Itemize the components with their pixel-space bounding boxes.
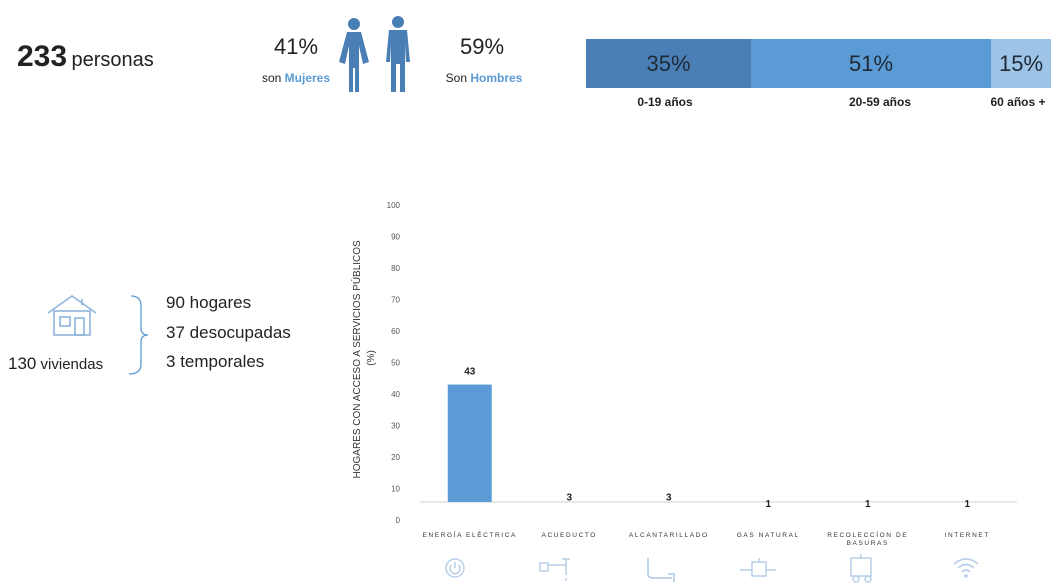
male-caption: Son Hombres [445,71,523,85]
female-percent: 41% [273,34,319,59]
age-bar-20-59: 51% [751,39,991,88]
temporales-line: 3 temporales [166,352,265,371]
age-label-0-19: 0-19 años [637,95,693,109]
power-icon [445,558,465,578]
x-category-label: ACUEDUCTO [541,532,597,539]
bar-data-label: 1 [765,499,771,510]
female-figure-icon [339,18,369,92]
age-bar-60-plus: 15% [991,39,1051,88]
bar-data-label: 3 [666,493,672,504]
x-category-label: RECOLECCÍON DE BASURAS [827,532,909,547]
y-tick-label: 0 [396,516,401,525]
male-figure-icon [386,16,410,92]
desocupadas-line: 37 desocupadas [166,323,291,342]
x-category-label: GAS NATURAL [736,532,800,539]
age-label-60-plus: 60 años + [990,95,1046,109]
garbage-truck-icon [850,554,872,583]
bar [447,384,492,502]
population-total: 233 personas [17,40,154,74]
y-tick-label: 80 [391,264,400,273]
bar-data-label: 1 [865,499,871,510]
male-word: Hombres [470,71,523,85]
y-tick-label: 30 [391,422,400,431]
male-percent: 59% [459,34,505,59]
y-tick-label: 20 [391,453,400,462]
y-axis-title-line1: HOGARES CON ACCESO A SERVICIOS PÚBLICOS [350,240,363,479]
y-tick-label: 50 [391,359,400,368]
house-icon [47,295,97,336]
faucet-icon [539,558,570,581]
y-tick-label: 90 [391,233,400,242]
y-tick-label: 60 [391,327,400,336]
population-number: 233 [17,40,68,73]
x-category-label: INTERNET [944,532,990,539]
hogares-line: 90 hogares [166,293,252,312]
viviendas-total: 130 viviendas [8,354,104,373]
y-tick-label: 40 [391,390,400,399]
brace-icon [128,295,149,375]
y-axis-title-line2: (%) [366,350,377,366]
female-word: Mujeres [284,71,331,85]
y-tick-label: 70 [391,296,400,305]
y-axis-title: HOGARES CON ACCESO A SERVICIOS PÚBLICOS … [350,238,377,479]
age-label-20-59: 20-59 años [848,95,912,109]
x-category-label: ENERGÍA ELÉCTRICA [422,532,517,539]
female-caption: son Mujeres [261,71,331,85]
x-category-label: ALCANTARILLADO [628,532,709,539]
age-bar-0-19: 35% [586,39,751,88]
bar-data-label: 43 [464,367,476,378]
y-tick-label: 100 [387,201,401,210]
bar-data-label: 1 [964,499,970,510]
y-tick-label: 10 [391,485,400,494]
bar-data-label: 3 [566,493,572,504]
wifi-icon [953,558,979,578]
pipe-icon [647,558,675,582]
population-label: personas [71,49,154,71]
gas-meter-icon [740,558,776,577]
